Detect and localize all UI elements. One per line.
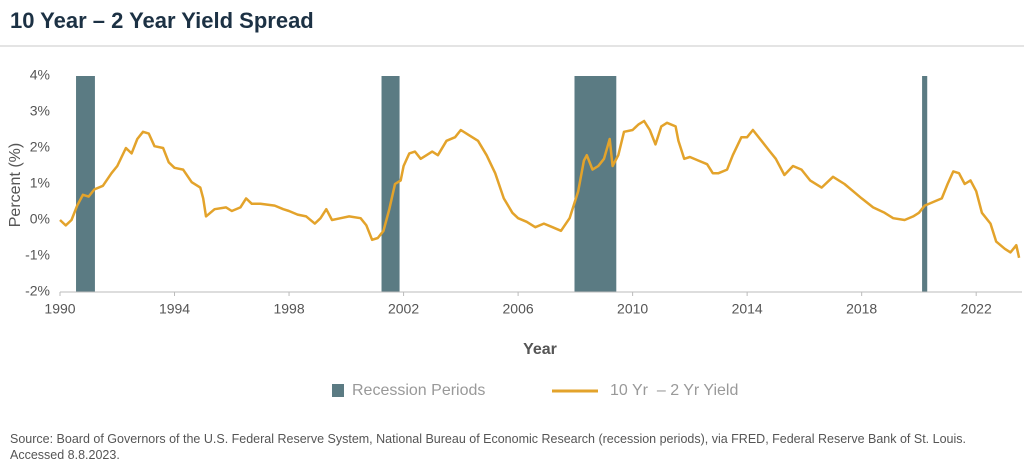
source-note: Source: Board of Governors of the U.S. F… bbox=[10, 432, 966, 462]
recession-band bbox=[922, 76, 928, 292]
y-tick-label: 3% bbox=[30, 103, 50, 119]
recession-band bbox=[574, 76, 617, 292]
y-tick-label: 4% bbox=[30, 67, 50, 83]
legend-label: 10 Yr – 2 Yr Yield bbox=[610, 382, 738, 399]
x-tick-label: 2018 bbox=[846, 301, 877, 317]
legend-label: Recession Periods bbox=[352, 382, 485, 399]
recession-band bbox=[381, 76, 400, 292]
y-tick-label: -2% bbox=[25, 283, 50, 299]
recession-band bbox=[76, 76, 95, 292]
y-tick-label: 1% bbox=[30, 175, 50, 191]
y-tick-label: 2% bbox=[30, 139, 50, 155]
yield-line bbox=[59, 119, 1021, 259]
x-tick-label: 2022 bbox=[961, 301, 992, 317]
legend-swatch bbox=[332, 384, 344, 397]
x-tick-label: 1998 bbox=[273, 301, 304, 317]
y-tick-label: 0% bbox=[30, 211, 50, 227]
x-tick-label: 2014 bbox=[732, 301, 763, 317]
x-tick-label: 2006 bbox=[503, 301, 534, 317]
chart-title: 10 Year – 2 Year Yield Spread bbox=[10, 8, 314, 33]
x-tick-label: 1990 bbox=[44, 301, 75, 317]
x-axis-label: Year bbox=[523, 341, 557, 358]
y-axis-label: Percent (%) bbox=[7, 143, 24, 227]
x-tick-label: 2010 bbox=[617, 301, 648, 317]
y-tick-label: -1% bbox=[25, 247, 50, 263]
x-tick-label: 2002 bbox=[388, 301, 419, 317]
x-tick-label: 1994 bbox=[159, 301, 190, 317]
